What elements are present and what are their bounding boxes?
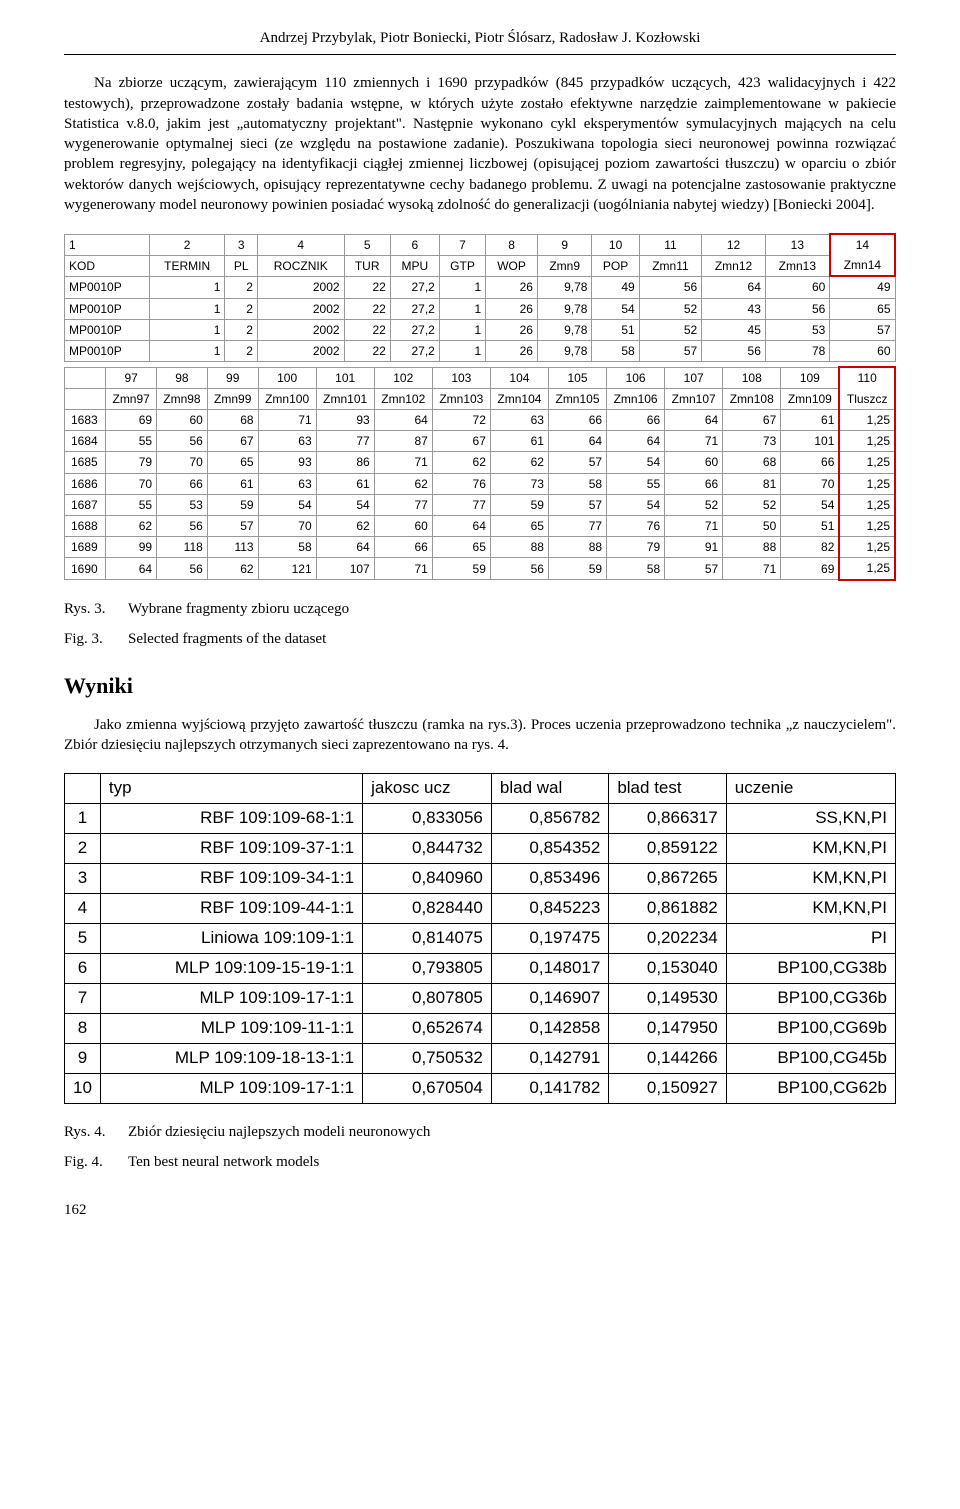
figure-4: typjakosc uczblad walblad testuczenie 1R… — [64, 773, 896, 1103]
authors-line: Andrzej Przybylak, Piotr Boniecki, Piotr… — [64, 28, 896, 55]
fig3-table-bottom: 979899100101102103104105106107108109110 … — [64, 366, 896, 580]
fig4-table: typjakosc uczblad walblad testuczenie 1R… — [64, 773, 896, 1103]
fig4-caption-en: Fig. 4. Ten best neural network models — [64, 1152, 896, 1172]
fig3-table-top: 1234567891011121314 KODTERMINPLROCZNIKTU… — [64, 233, 896, 362]
fig3-caption-en: Fig. 3. Selected fragments of the datase… — [64, 629, 896, 649]
caption-text: Selected fragments of the dataset — [128, 629, 326, 649]
figure-3: 1234567891011121314 KODTERMINPLROCZNIKTU… — [64, 233, 896, 581]
caption-label: Rys. 3. — [64, 599, 128, 619]
caption-label: Rys. 4. — [64, 1122, 128, 1142]
page-number: 162 — [64, 1200, 896, 1220]
caption-label: Fig. 4. — [64, 1152, 128, 1172]
intro-paragraph: Na zbiorze uczącym, zawierającym 110 zmi… — [64, 73, 896, 215]
caption-text: Ten best neural network models — [128, 1152, 319, 1172]
fig4-caption-pl: Rys. 4. Zbiór dziesięciu najlepszych mod… — [64, 1122, 896, 1142]
caption-text: Wybrane fragmenty zbioru uczącego — [128, 599, 349, 619]
results-heading: Wyniki — [64, 671, 896, 701]
caption-label: Fig. 3. — [64, 629, 128, 649]
caption-text: Zbiór dziesięciu najlepszych modeli neur… — [128, 1122, 430, 1142]
fig3-caption-pl: Rys. 3. Wybrane fragmenty zbioru ucząceg… — [64, 599, 896, 619]
results-paragraph: Jako zmienna wyjściową przyjęto zawartoś… — [64, 715, 896, 756]
